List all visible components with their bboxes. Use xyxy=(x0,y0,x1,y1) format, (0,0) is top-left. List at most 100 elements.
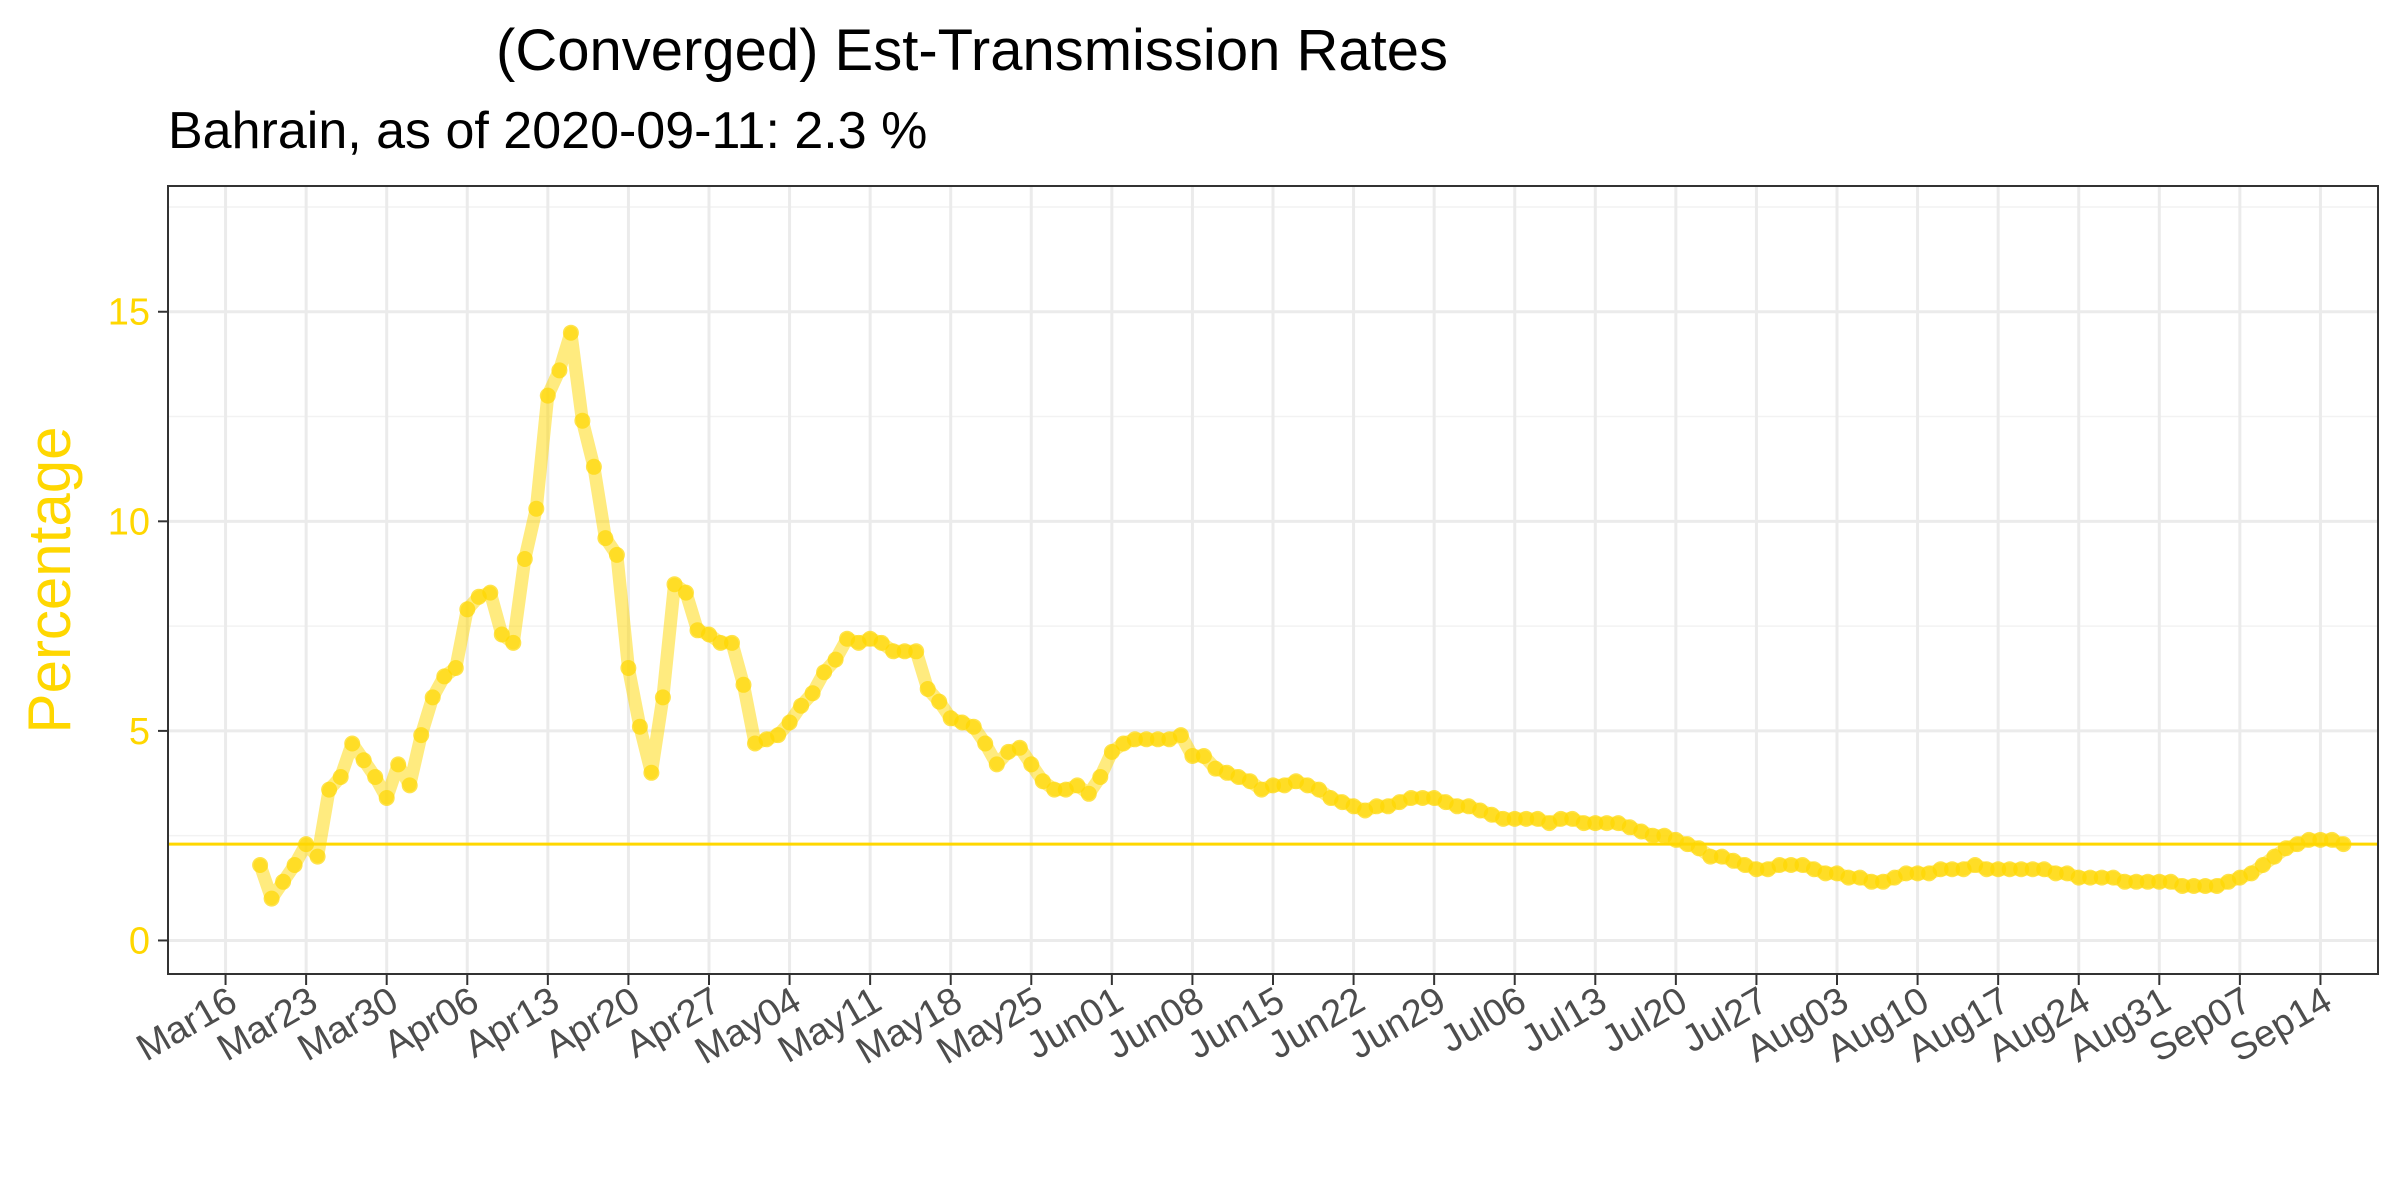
data-point xyxy=(2093,869,2110,886)
data-point xyxy=(2070,869,2087,886)
data-point xyxy=(2024,861,2041,878)
data-point xyxy=(1034,773,1051,790)
data-point xyxy=(2335,836,2352,853)
y-tick-label: 10 xyxy=(108,501,150,543)
data-point xyxy=(965,718,982,735)
data-point xyxy=(1748,861,1765,878)
data-point xyxy=(1138,731,1155,748)
data-point xyxy=(528,500,545,517)
data-point xyxy=(505,634,522,651)
data-point xyxy=(401,777,418,794)
data-point xyxy=(2300,831,2317,848)
data-point xyxy=(793,697,810,714)
data-point xyxy=(1518,810,1535,827)
data-point xyxy=(390,756,407,773)
data-point xyxy=(551,362,568,379)
data-point xyxy=(2082,869,2099,886)
y-tick-label: 0 xyxy=(129,920,150,962)
data-point xyxy=(885,643,902,660)
data-point xyxy=(2185,878,2202,894)
data-point xyxy=(2151,873,2168,890)
data-point xyxy=(1978,861,1995,878)
data-point xyxy=(1011,739,1028,756)
data-point xyxy=(2139,873,2156,890)
data-point xyxy=(1690,840,1707,857)
data-point xyxy=(1103,743,1120,760)
data-point xyxy=(735,676,752,693)
x-tick-label: Jul13 xyxy=(1514,979,1614,1061)
data-point xyxy=(816,664,833,681)
data-point xyxy=(1702,848,1719,865)
data-point xyxy=(321,781,338,798)
data-point xyxy=(1644,827,1661,844)
data-point xyxy=(701,626,717,643)
data-point xyxy=(1242,773,1258,790)
data-point xyxy=(298,836,315,853)
data-point xyxy=(666,576,683,593)
data-point xyxy=(344,735,361,752)
x-tick-label: Jul06 xyxy=(1434,979,1534,1061)
data-point xyxy=(620,660,637,676)
data-point xyxy=(2001,861,2018,878)
chart-subtitle: Bahrain, as of 2020-09-11: 2.3 % xyxy=(168,102,927,160)
data-point xyxy=(873,634,890,651)
data-point xyxy=(1172,727,1189,744)
data-point xyxy=(1495,810,1512,827)
data-point xyxy=(413,727,430,744)
data-point xyxy=(643,764,660,781)
data-point xyxy=(908,643,925,660)
data-point xyxy=(1909,865,1926,882)
data-point xyxy=(608,546,625,563)
data-point xyxy=(1598,815,1615,832)
data-point xyxy=(1506,810,1523,827)
data-point xyxy=(1863,873,1880,890)
data-point xyxy=(2047,865,2064,882)
y-axis-label: Percentage xyxy=(16,427,83,734)
data-point xyxy=(827,651,844,668)
data-point xyxy=(724,634,740,651)
data-point xyxy=(447,660,464,676)
data-point xyxy=(1195,748,1212,764)
data-point xyxy=(436,668,453,685)
data-point xyxy=(988,756,1005,773)
data-point xyxy=(2013,861,2030,878)
data-point xyxy=(977,735,994,752)
data-point xyxy=(482,584,499,601)
data-point xyxy=(804,685,821,702)
data-point xyxy=(332,769,349,785)
data-point xyxy=(286,857,303,873)
data-point xyxy=(1783,857,1799,873)
data-point xyxy=(424,689,441,706)
data-point xyxy=(459,601,476,618)
data-point xyxy=(712,634,729,651)
data-point xyxy=(493,626,510,643)
data-point xyxy=(2312,831,2329,848)
data-point xyxy=(1771,857,1788,873)
data-point xyxy=(1126,731,1143,748)
data-point xyxy=(1840,869,1857,886)
data-point xyxy=(654,689,671,706)
chart-title: (Converged) Est-Transmission Rates xyxy=(496,18,1448,83)
data-point xyxy=(562,324,579,341)
data-point xyxy=(2266,848,2283,865)
data-point xyxy=(2128,873,2145,890)
plot-area: 051015Mar16Mar23Mar30Apr06Apr13Apr20Apr2… xyxy=(108,185,2379,1073)
data-point xyxy=(1265,777,1281,794)
data-point xyxy=(1552,810,1569,827)
data-point xyxy=(1080,785,1097,802)
data-point xyxy=(263,890,280,907)
data-point xyxy=(1898,865,1915,882)
data-point xyxy=(678,584,694,601)
data-point xyxy=(585,458,602,475)
data-point xyxy=(1990,861,2007,878)
data-point xyxy=(1092,769,1109,785)
data-point xyxy=(631,718,648,735)
data-point xyxy=(1587,815,1604,832)
data-point xyxy=(1023,756,1040,773)
data-point xyxy=(1944,861,1961,878)
data-point xyxy=(367,769,384,785)
data-point xyxy=(1414,790,1431,806)
data-point xyxy=(378,790,395,806)
data-point xyxy=(2116,873,2133,890)
